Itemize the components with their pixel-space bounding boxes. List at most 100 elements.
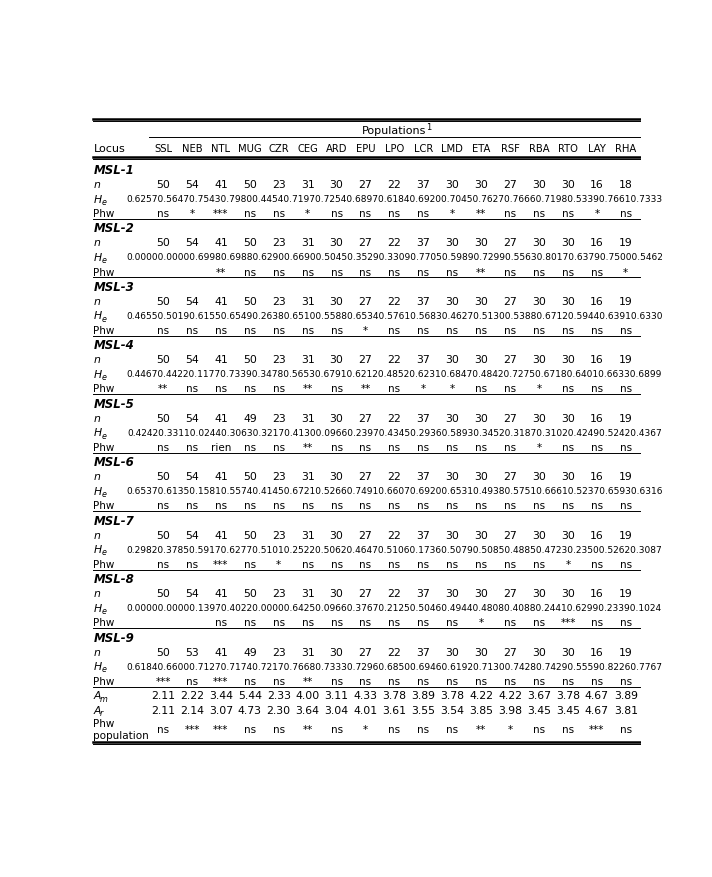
Text: 16: 16	[590, 588, 604, 599]
Text: *: *	[478, 617, 483, 628]
Text: ns: ns	[302, 501, 314, 510]
Text: *: *	[536, 443, 542, 453]
Text: 0.46550.50190.61550.65490.26380.65100.55880.65340.57610.56830.46270.51300.53880.: 0.46550.50190.61550.65490.26380.65100.55…	[126, 311, 663, 321]
Text: ns: ns	[533, 501, 545, 510]
Text: 30: 30	[330, 647, 343, 657]
Text: ns: ns	[619, 501, 632, 510]
Text: ns: ns	[504, 267, 516, 277]
Text: ns: ns	[562, 325, 574, 336]
Text: H: H	[93, 487, 102, 496]
Text: 0.29820.37850.59170.62770.51010.25220.50620.46470.51060.17360.50790.50850.48850.: 0.29820.37850.59170.62770.51010.25220.50…	[127, 545, 662, 554]
Text: 50: 50	[156, 413, 170, 424]
Text: 23: 23	[272, 647, 286, 657]
Text: 30: 30	[330, 413, 343, 424]
Text: MSL-7: MSL-7	[93, 514, 134, 527]
Text: 0.65370.61350.15810.55740.41450.67210.52660.74910.66070.69200.65310.49380.57510.: 0.65370.61350.15810.55740.41450.67210.52…	[126, 487, 663, 496]
Text: 37: 37	[417, 296, 430, 307]
Text: ns: ns	[215, 384, 227, 394]
Text: 37: 37	[417, 239, 430, 248]
Text: ns: ns	[330, 209, 342, 218]
Text: *: *	[363, 325, 368, 336]
Text: 3.11: 3.11	[325, 690, 349, 701]
Text: ARD: ARD	[326, 144, 347, 154]
Text: 31: 31	[300, 180, 315, 189]
Text: 27: 27	[359, 296, 372, 307]
Text: H: H	[93, 661, 102, 672]
Text: 0.00000.00000.13970.40220.00000.64250.09660.37670.21250.50460.49440.48080.40880.: 0.00000.00000.13970.40220.00000.64250.09…	[127, 603, 662, 613]
Text: n: n	[93, 296, 100, 307]
Text: 22: 22	[387, 180, 402, 189]
Text: ns: ns	[417, 443, 429, 453]
Text: 3.89: 3.89	[614, 690, 638, 701]
Text: ns: ns	[186, 676, 198, 686]
Text: ns: ns	[446, 617, 459, 628]
Text: 27: 27	[503, 413, 517, 424]
Text: ns: ns	[388, 384, 400, 394]
Text: 4.67: 4.67	[585, 690, 609, 701]
Text: ns: ns	[619, 617, 632, 628]
Text: 22: 22	[387, 296, 402, 307]
Text: ns: ns	[446, 443, 459, 453]
Text: 41: 41	[214, 588, 228, 599]
Text: 23: 23	[272, 180, 286, 189]
Text: Phw: Phw	[93, 267, 115, 277]
Text: *: *	[623, 267, 629, 277]
Text: 50: 50	[243, 296, 257, 307]
Text: 30: 30	[532, 531, 546, 540]
Text: 19: 19	[619, 472, 633, 481]
Text: NTL: NTL	[211, 144, 231, 154]
Text: 37: 37	[417, 355, 430, 365]
Text: LMD: LMD	[441, 144, 464, 154]
Text: ns: ns	[302, 267, 314, 277]
Text: 23: 23	[272, 355, 286, 365]
Text: ns: ns	[446, 501, 459, 510]
Text: ns: ns	[186, 501, 198, 510]
Text: ns: ns	[244, 676, 256, 686]
Text: ns: ns	[504, 209, 516, 218]
Text: ns: ns	[446, 560, 459, 569]
Text: ns: ns	[591, 443, 603, 453]
Text: 27: 27	[359, 413, 372, 424]
Text: 16: 16	[590, 413, 604, 424]
Text: ***: ***	[155, 676, 171, 686]
Text: ns: ns	[388, 560, 400, 569]
Text: ns: ns	[360, 501, 372, 510]
Text: ns: ns	[273, 724, 285, 734]
Text: 27: 27	[503, 180, 517, 189]
Text: 23: 23	[272, 413, 286, 424]
Text: ns: ns	[244, 443, 256, 453]
Text: ns: ns	[417, 209, 429, 218]
Text: ns: ns	[619, 325, 632, 336]
Text: 23: 23	[272, 588, 286, 599]
Text: 3.07: 3.07	[209, 705, 233, 715]
Text: ns: ns	[330, 501, 342, 510]
Text: 2.30: 2.30	[267, 705, 290, 715]
Text: 49: 49	[243, 413, 257, 424]
Text: 30: 30	[474, 472, 488, 481]
Text: 4.01: 4.01	[353, 705, 377, 715]
Text: 30: 30	[445, 355, 459, 365]
Text: ns: ns	[504, 443, 516, 453]
Text: ns: ns	[186, 384, 198, 394]
Text: 3.81: 3.81	[614, 705, 638, 715]
Text: ns: ns	[273, 617, 285, 628]
Text: 30: 30	[330, 472, 343, 481]
Text: 50: 50	[156, 355, 170, 365]
Text: 54: 54	[185, 472, 199, 481]
Text: 30: 30	[330, 180, 343, 189]
Text: ns: ns	[388, 501, 400, 510]
Text: 30: 30	[474, 355, 488, 365]
Text: *: *	[450, 384, 455, 394]
Text: n: n	[93, 239, 100, 248]
Text: 41: 41	[214, 296, 228, 307]
Text: 23: 23	[272, 531, 286, 540]
Text: ns: ns	[360, 560, 372, 569]
Text: n: n	[93, 472, 100, 481]
Text: 50: 50	[156, 296, 170, 307]
Text: 2.33: 2.33	[267, 690, 290, 701]
Text: Phw: Phw	[93, 209, 115, 218]
Text: ns: ns	[244, 267, 256, 277]
Text: 50: 50	[243, 355, 257, 365]
Text: ns: ns	[504, 384, 516, 394]
Text: 3.44: 3.44	[209, 690, 233, 701]
